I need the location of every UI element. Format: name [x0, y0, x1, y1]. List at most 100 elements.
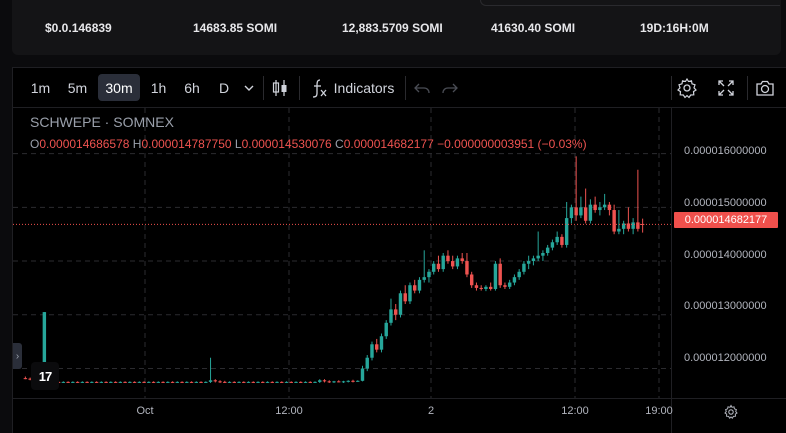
candle-body — [308, 381, 312, 383]
candle-body — [232, 381, 236, 383]
chart-widget: 1m 5m 30m 1h 6h D Indicators — [12, 67, 786, 433]
candle-body — [166, 381, 170, 383]
candle-body — [484, 286, 488, 289]
high-key: H — [132, 137, 142, 151]
candle-body — [398, 293, 403, 315]
candle-body — [474, 285, 479, 288]
chart-toolbar: 1m 5m 30m 1h 6h D Indicators — [13, 68, 786, 108]
candle-body — [270, 381, 274, 383]
axis-settings-icon[interactable] — [723, 404, 739, 420]
gear-icon[interactable] — [675, 76, 699, 100]
candle-body — [94, 381, 99, 383]
candle-body — [66, 381, 70, 383]
tab-edge — [480, 0, 780, 6]
candle-body — [621, 223, 626, 229]
candle-body — [318, 380, 322, 382]
candle-body — [555, 236, 559, 243]
candle-body — [569, 207, 574, 219]
candle-body — [512, 277, 517, 283]
candle-body — [23, 378, 28, 380]
candlestick-plot[interactable] — [13, 68, 786, 433]
candle-body — [593, 204, 597, 211]
change-value: −0.000000003951 (−0.03%) — [437, 137, 587, 151]
candle-body — [394, 309, 398, 315]
candle-body — [85, 381, 89, 383]
candle-body — [446, 255, 450, 262]
undo-icon[interactable] — [410, 76, 434, 100]
candle-body — [151, 381, 156, 383]
candle-body — [579, 207, 583, 216]
candle-body — [104, 381, 108, 383]
open-value: 0.000014686578 — [39, 137, 130, 151]
candle-body — [261, 381, 265, 383]
redo-icon[interactable] — [438, 76, 462, 100]
candle-body — [313, 381, 317, 383]
tradingview-logo[interactable]: 17 — [31, 362, 59, 390]
toolbar-separator — [747, 76, 748, 100]
stats-bar: $0.0.146839 14683.85 SOMI 12,883.5709 SO… — [12, 0, 781, 55]
camera-icon[interactable] — [753, 76, 777, 100]
stat-amount-2: 12,883.5709 SOMI — [342, 21, 443, 35]
candle-body — [531, 258, 536, 262]
x-tick-label: 12:00 — [561, 405, 589, 417]
indicators-icon[interactable] — [307, 76, 331, 100]
candle-body — [602, 204, 607, 208]
candle-body — [522, 263, 526, 272]
candle-body — [636, 222, 640, 229]
indicators-button[interactable]: Indicators — [333, 79, 395, 96]
interval-d[interactable]: D — [218, 79, 230, 96]
candle-body — [147, 381, 151, 383]
candle-body — [332, 381, 336, 383]
candle-body — [251, 381, 255, 383]
candle-body — [545, 247, 550, 253]
candle-body — [607, 204, 612, 211]
chevron-down-icon[interactable] — [239, 78, 259, 98]
candle-body — [275, 381, 279, 383]
candle-body — [417, 279, 422, 291]
candle-body — [118, 381, 123, 383]
candle-body — [137, 381, 142, 383]
candle-body — [156, 381, 161, 383]
side-panel-toggle[interactable]: › — [13, 343, 22, 369]
candle-body — [61, 381, 66, 383]
candle-body — [327, 381, 331, 383]
candle-body — [189, 381, 194, 383]
candle-body — [427, 271, 431, 278]
candle-body — [617, 228, 621, 232]
candle-body — [550, 242, 555, 248]
candle-body — [289, 381, 293, 383]
interval-1h[interactable]: 1h — [150, 79, 167, 96]
candle-body — [213, 380, 218, 382]
x-tick-label: 19:00 — [645, 405, 673, 417]
time-axis-divider — [13, 398, 786, 399]
candle-body — [28, 378, 32, 380]
candle-body — [375, 344, 379, 350]
candle-body — [75, 381, 80, 383]
candle-body — [42, 312, 47, 383]
candle-body — [71, 381, 75, 383]
candle-body — [479, 287, 483, 289]
candle-body — [299, 381, 303, 383]
candle-style-icon[interactable] — [268, 76, 292, 100]
candle-body — [208, 380, 213, 382]
interval-30m[interactable]: 30m — [98, 74, 140, 101]
candle-body — [123, 381, 127, 383]
candle-body — [346, 380, 350, 382]
stat-price: $0.0.146839 — [45, 21, 112, 35]
candle-body — [128, 381, 132, 383]
candle-body — [199, 381, 203, 383]
candle-body — [280, 381, 284, 383]
stat-amount-1: 14683.85 SOMI — [193, 21, 278, 35]
candle-body — [541, 253, 545, 256]
interval-1m[interactable]: 1m — [30, 79, 51, 96]
candle-body — [384, 322, 388, 337]
candle-body — [204, 381, 208, 383]
candle-body — [341, 381, 346, 383]
y-tick-label: 0.000016000000 — [684, 145, 767, 157]
close-key: C — [335, 137, 344, 151]
candle-body — [469, 274, 474, 286]
fullscreen-icon[interactable] — [714, 76, 738, 100]
interval-5m[interactable]: 5m — [67, 79, 88, 96]
interval-6h[interactable]: 6h — [184, 79, 200, 96]
candle-body — [256, 381, 260, 383]
